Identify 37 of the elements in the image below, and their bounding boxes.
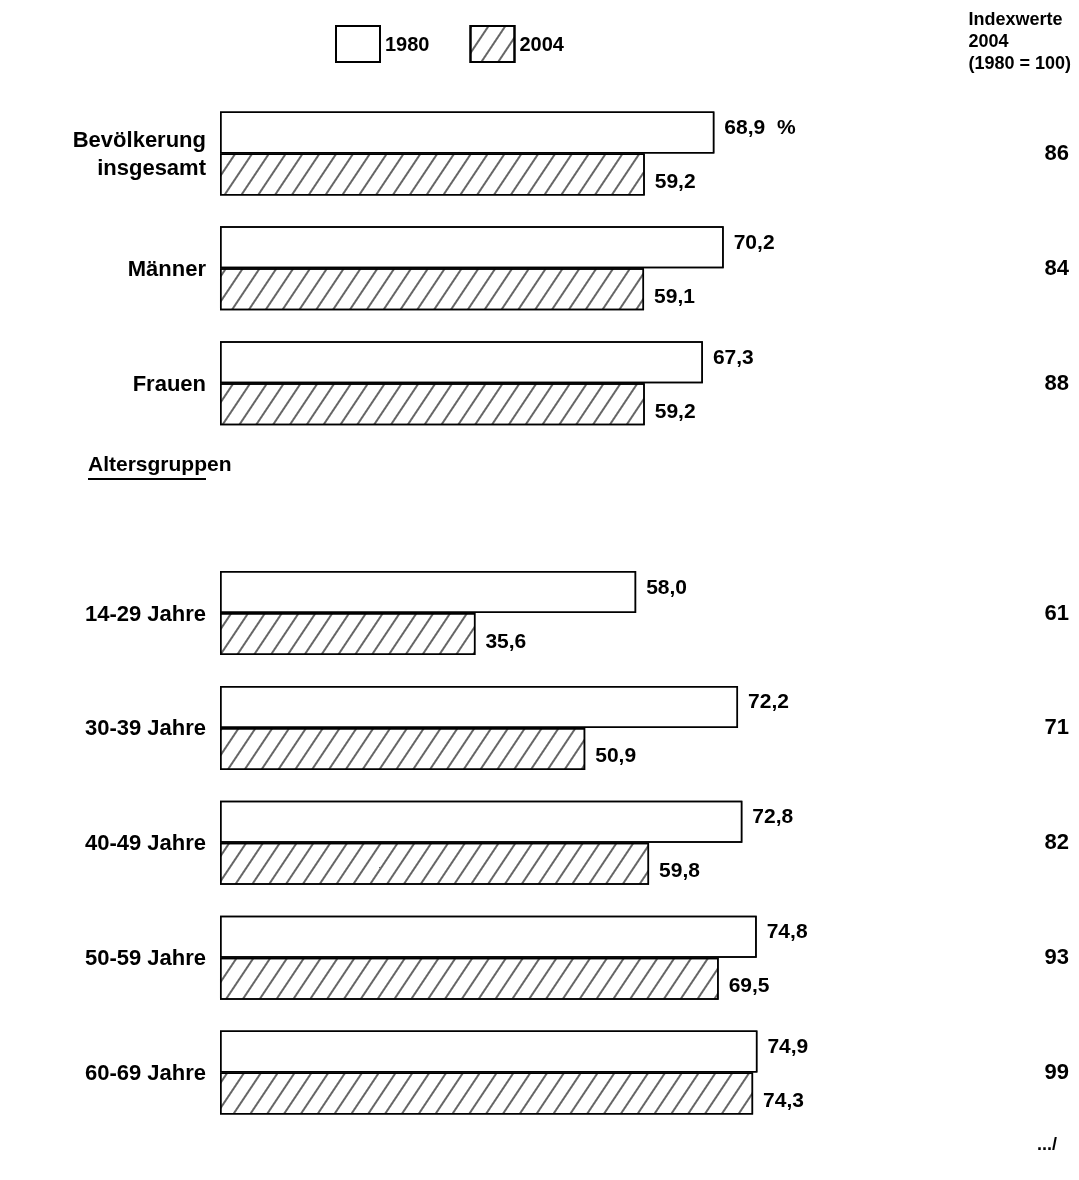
text: 71 <box>1044 714 1070 740</box>
data-label: 59,1 <box>654 283 696 307</box>
text: 84 <box>1044 254 1070 280</box>
data-label: 72,8 <box>752 804 794 828</box>
y-tick-label: Bevölkerung insgesamt <box>72 126 207 180</box>
data-label: 72,2 <box>748 689 789 713</box>
text: .../ <box>1037 1134 1058 1154</box>
text: Indexwerte 2004 (1980 = 100) <box>968 9 1072 73</box>
data-label: 59,2 <box>654 168 696 192</box>
text: 93 <box>1044 944 1070 970</box>
data-label: 58,0 <box>646 574 688 598</box>
data-label: 68,9 % <box>724 114 796 138</box>
data-label: 74,9 <box>767 1034 809 1058</box>
y-tick-label: 40-49 Jahre <box>84 830 206 856</box>
legend-label: 2004 <box>519 33 565 55</box>
data-label: 59,2 <box>654 398 696 422</box>
text: 99 <box>1044 1059 1070 1085</box>
text: 88 <box>1044 369 1070 395</box>
y-tick-label: 14-29 Jahre <box>84 600 206 626</box>
data-label: 74,3 <box>763 1088 804 1112</box>
y-tick-label: 30-39 Jahre <box>84 715 206 741</box>
data-label: 67,3 <box>712 344 754 368</box>
data-label: 50,9 <box>595 743 637 767</box>
data-label: 70,2 <box>733 229 775 253</box>
y-tick-label: Frauen <box>132 370 206 396</box>
data-label: 59,8 <box>659 858 701 882</box>
data-label: 35,6 <box>485 628 527 652</box>
text: 82 <box>1044 829 1070 855</box>
data-label: 69,5 <box>728 973 770 997</box>
data-label: 74,8 <box>766 919 808 943</box>
y-tick-label: 60-69 Jahre <box>84 1060 206 1086</box>
y-tick-label: 50-59 Jahre <box>84 945 206 971</box>
text: 1980 <box>385 33 430 55</box>
y-tick-label: Männer <box>127 255 207 281</box>
text: 86 <box>1044 139 1070 165</box>
annotation: Altersgruppen <box>88 452 232 476</box>
text: 61 <box>1044 599 1070 625</box>
